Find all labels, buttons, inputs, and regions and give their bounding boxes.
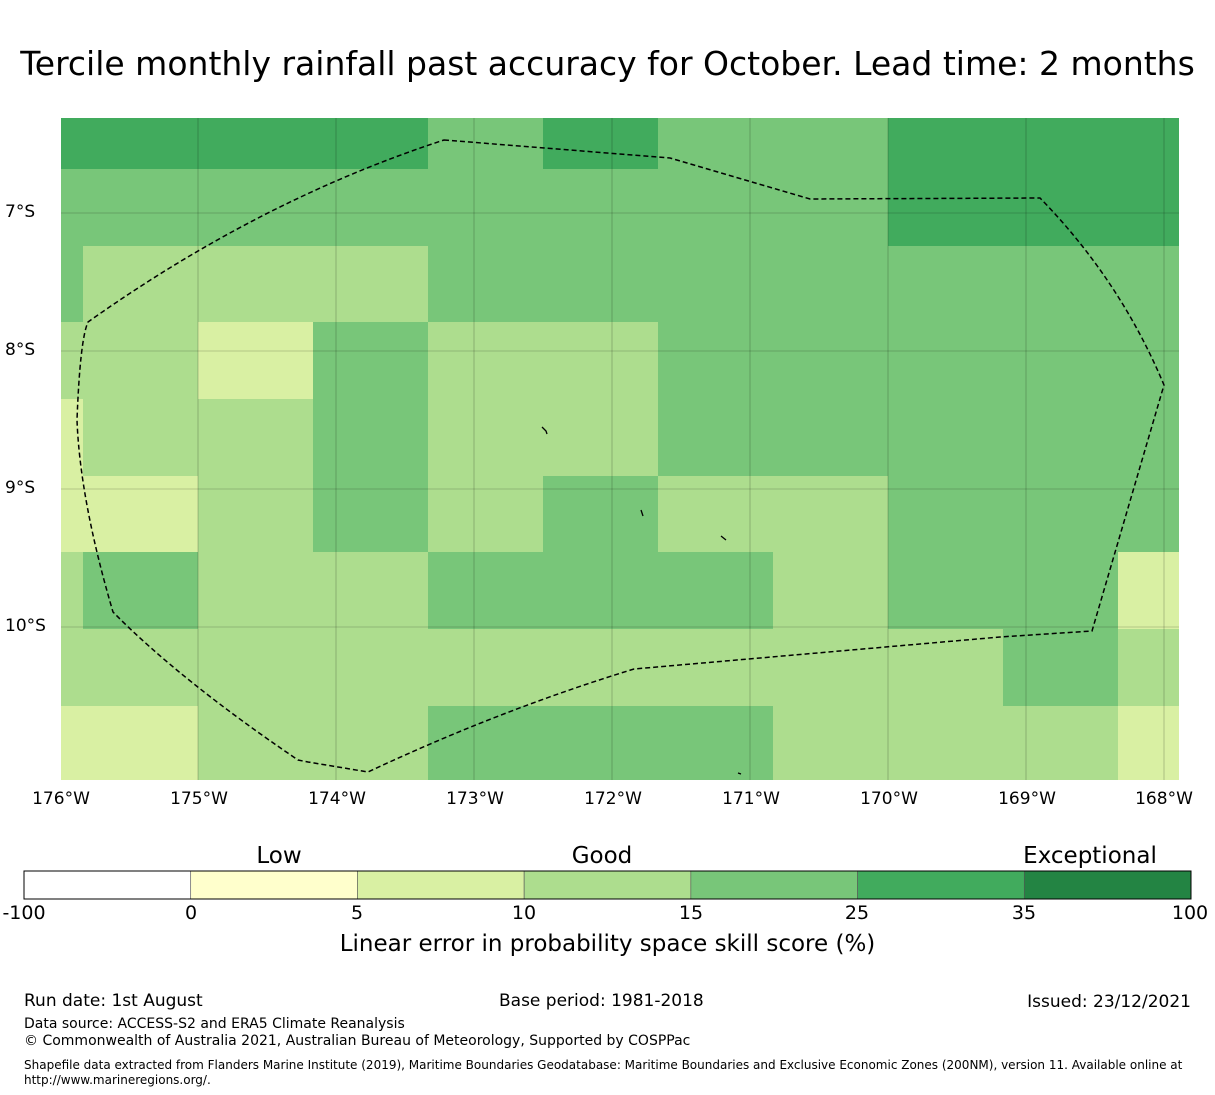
colorbar-tick: 100 [1171,902,1209,924]
skill-map [61,118,1179,780]
skill-cell [198,552,428,629]
skill-cell [61,476,198,552]
skill-cell [83,399,198,476]
skill-cell [658,399,1179,476]
skill-cell [61,322,198,399]
base-period: Base period: 1981-2018 [499,991,704,1011]
island-shape [640,509,644,517]
lon-label: 174°W [308,789,366,809]
colorbar-bin [190,870,358,900]
skill-cell [773,706,1118,780]
colorbar-tick: 25 [844,902,870,924]
lat-label: 9°S [5,478,36,498]
colorbar-label: Linear error in probability space skill … [339,931,876,957]
skill-cell [198,399,313,476]
lon-label: 169°W [998,789,1056,809]
skill-cell [428,399,658,476]
colorbar-bin [357,870,525,900]
lon-label: 173°W [446,789,504,809]
skill-cell [428,322,658,399]
island-shape [541,426,548,435]
run-date: Run date: 1st August [24,991,203,1011]
lon-label: 170°W [860,789,918,809]
skill-cell [313,399,428,476]
skill-cell [658,476,888,552]
colorbar-tick: 10 [511,902,537,924]
skill-cell [61,399,83,476]
skill-cell [1118,552,1179,629]
skill-cell [1118,706,1179,780]
lat-label: 8°S [5,340,36,360]
skill-cell [888,552,1118,629]
copyright: © Commonwealth of Australia 2021, Austra… [24,1033,691,1049]
skill-cell [658,322,1179,399]
lon-label: 168°W [1135,789,1193,809]
shapefile-credit: Shapefile data extracted from Flanders M… [24,1058,1183,1087]
colorbar-tick: 5 [350,902,364,924]
skill-cell [198,322,313,399]
colorbar-category-low: Low [256,843,302,869]
lon-label: 176°W [32,789,90,809]
skill-cell [83,246,428,322]
colorbar-bin [523,870,692,900]
skill-cell [61,169,888,246]
skill-cell [428,706,773,780]
island-shape [737,772,742,775]
data-source: Data source: ACCESS-S2 and ERA5 Climate … [24,1016,405,1032]
skill-cell [543,118,658,169]
colorbar-bin [857,870,1025,900]
skill-cell [888,118,1179,169]
lon-label: 175°W [170,789,228,809]
skill-cell [61,118,428,169]
colorbar-category-good: Good [571,843,633,869]
issued-date: Issued: 23/12/2021 [1027,992,1191,1012]
skill-cell [61,706,198,780]
map-title: Tercile monthly rainfall past accuracy f… [20,44,1195,83]
skill-grid-cells [61,118,1179,780]
skill-cell [888,169,1179,246]
skill-cell [543,476,658,552]
skill-cell [313,476,428,552]
skill-cell [888,476,1179,552]
skill-cell [773,552,888,629]
skill-cell [313,322,428,399]
colorbar-bin [23,870,192,900]
colorbar-tick: -100 [2,902,46,924]
skill-cell [428,246,1179,322]
skill-cell [428,476,543,552]
island-shape [720,535,727,541]
lat-label: 10°S [5,616,46,636]
skill-cell [198,476,313,552]
colorbar-category-exceptional: Exceptional [1023,843,1157,869]
lat-label: 7°S [5,202,36,222]
skill-cell [1118,629,1179,706]
colorbar-tick: 35 [1011,902,1037,924]
lon-label: 172°W [584,789,642,809]
colorbar-tick: 0 [184,902,198,924]
skill-cell [61,246,83,322]
colorbar-bin [690,870,858,900]
skill-cell [658,118,888,169]
skill-cell [83,552,198,629]
lon-label: 171°W [722,789,780,809]
skill-cell [1003,629,1118,706]
skill-cell [428,552,773,629]
eez-boundary [76,139,1165,773]
colorbar-bin [1023,870,1192,900]
skill-cell [198,706,428,780]
colorbar-tick: 15 [678,902,704,924]
graticule-lines [61,118,1179,780]
skill-cell [61,552,83,629]
skill-cell [61,629,1003,706]
